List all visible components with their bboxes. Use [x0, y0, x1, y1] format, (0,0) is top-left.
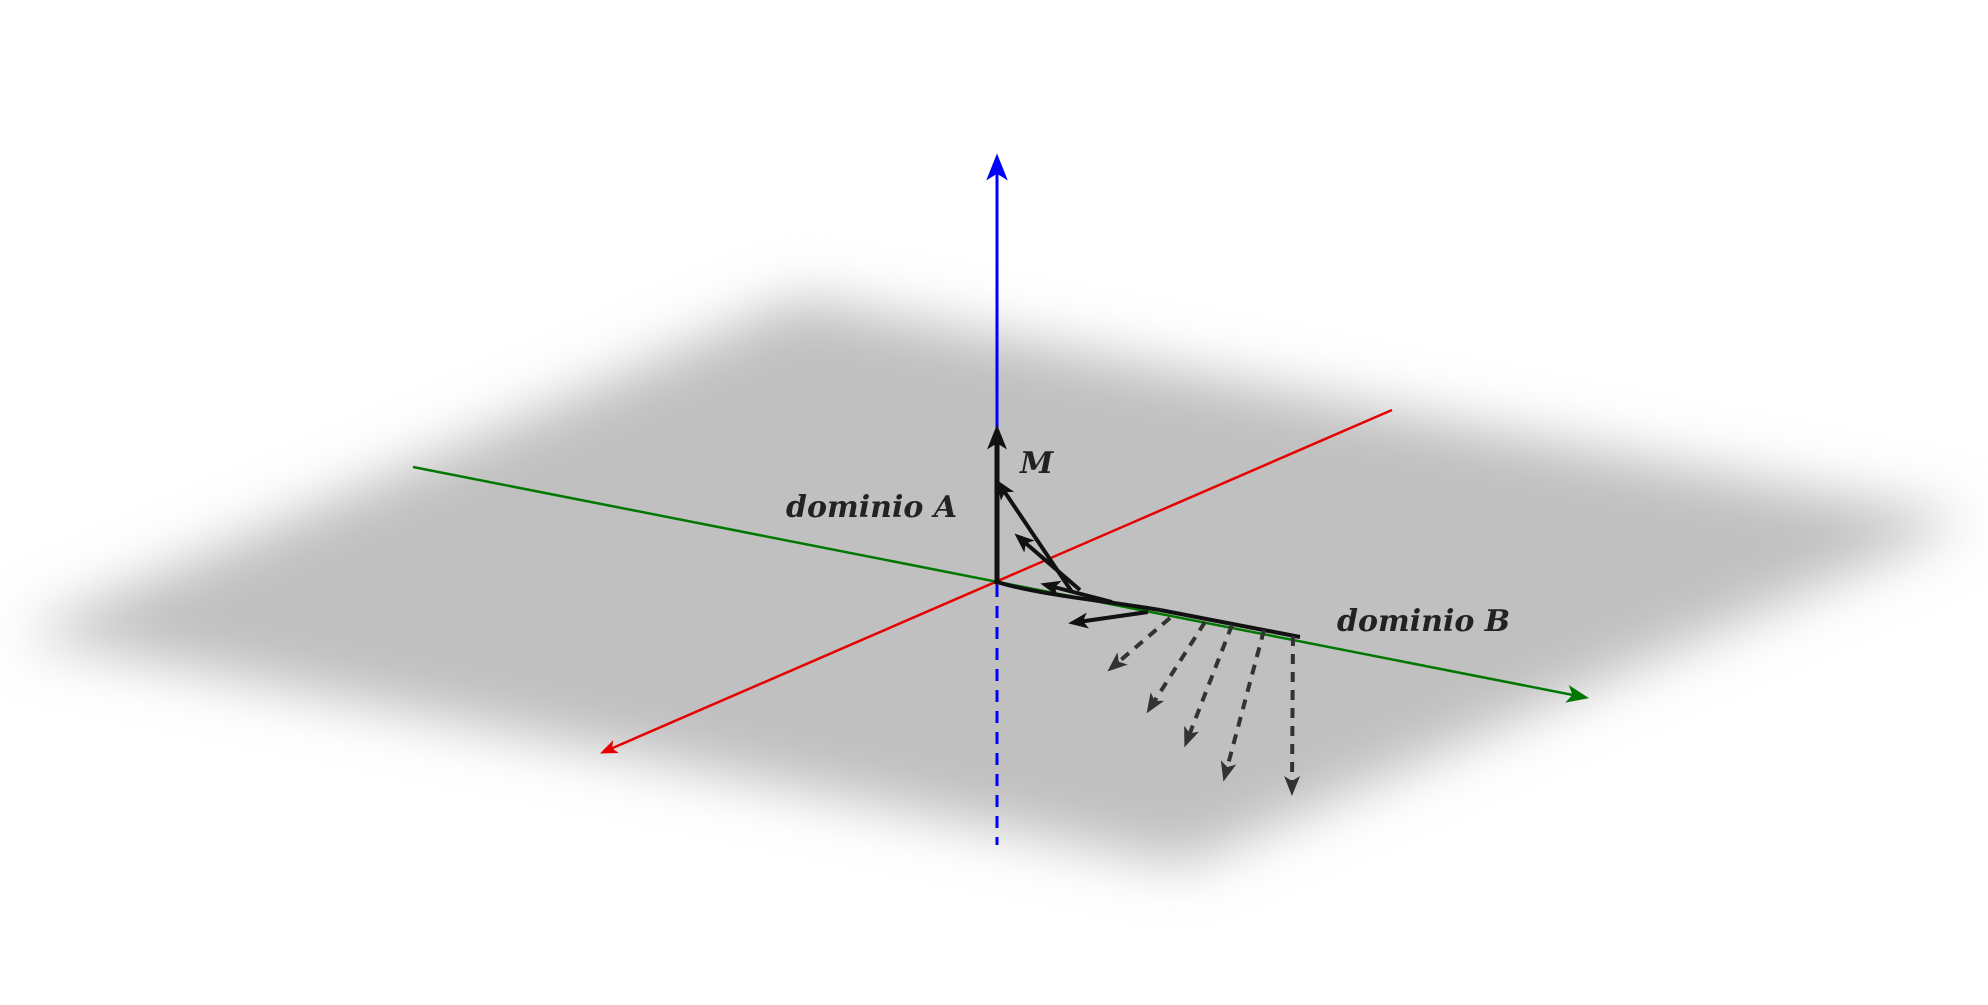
domain-b-vectors [1107, 616, 1301, 796]
domain-a-vectors [996, 479, 1161, 629]
domain-b-segment [1159, 608, 1301, 639]
domain-a-curve [996, 580, 1161, 612]
domain-b-dashed-vector [1107, 616, 1172, 672]
domain-a-vector [1014, 533, 1082, 592]
domain-b-dashed-vector [1184, 624, 1234, 748]
domain-b-dashed-vector [1220, 629, 1266, 782]
origin-point [994, 579, 1000, 585]
domain-b-label: dominio B [1337, 604, 1510, 639]
domain-a-label: dominio A [786, 490, 957, 525]
domain-a-vector [1068, 610, 1149, 629]
vector-m-label: M [1019, 446, 1054, 481]
x-axis [599, 408, 1393, 754]
domain-b-dashed-vector [1284, 635, 1301, 796]
